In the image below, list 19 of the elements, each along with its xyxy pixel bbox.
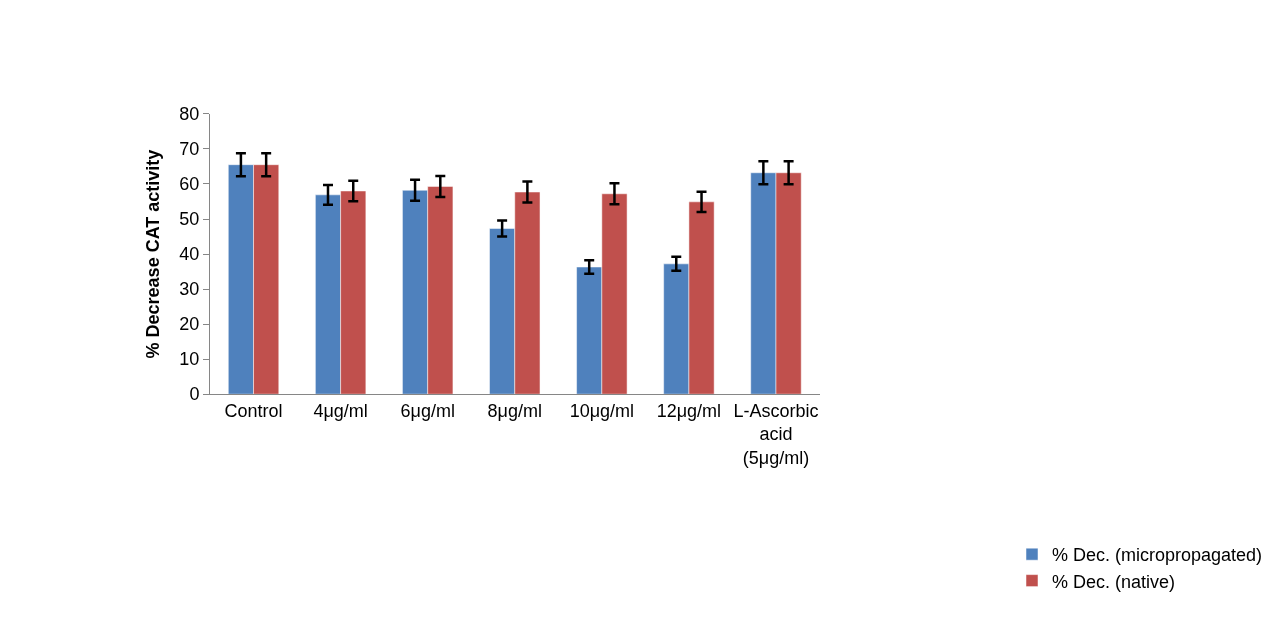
x-tick-label: 8μg/ml <box>487 400 542 421</box>
y-tick-label: 80 <box>179 104 200 125</box>
y-tick-label: 40 <box>179 244 200 265</box>
x-tick-label: 4μg/ml <box>313 400 368 421</box>
y-tick-label: 50 <box>179 209 200 230</box>
y-tick-label: 30 <box>179 279 200 300</box>
y-tick-label: 10 <box>179 349 200 370</box>
legend-label: % Dec. (micropropagated) <box>1052 545 1263 566</box>
x-tick-label: 6μg/ml <box>400 400 455 421</box>
x-tick-label: L-Ascorbic acid (5μg/ml) <box>733 400 819 468</box>
x-tick-label: Control <box>224 400 283 421</box>
y-tick-label: 20 <box>179 314 200 335</box>
x-tick-label: 12μg/ml <box>656 400 722 421</box>
x-tick-label: 10μg/ml <box>569 400 635 421</box>
y-tick-label: 70 <box>179 139 200 160</box>
y-axis-title: % Decrease CAT activity <box>142 149 163 359</box>
legend-label: % Dec. (native) <box>1052 571 1176 592</box>
y-tick-label: 0 <box>189 384 200 405</box>
y-tick-label: 60 <box>179 174 200 195</box>
